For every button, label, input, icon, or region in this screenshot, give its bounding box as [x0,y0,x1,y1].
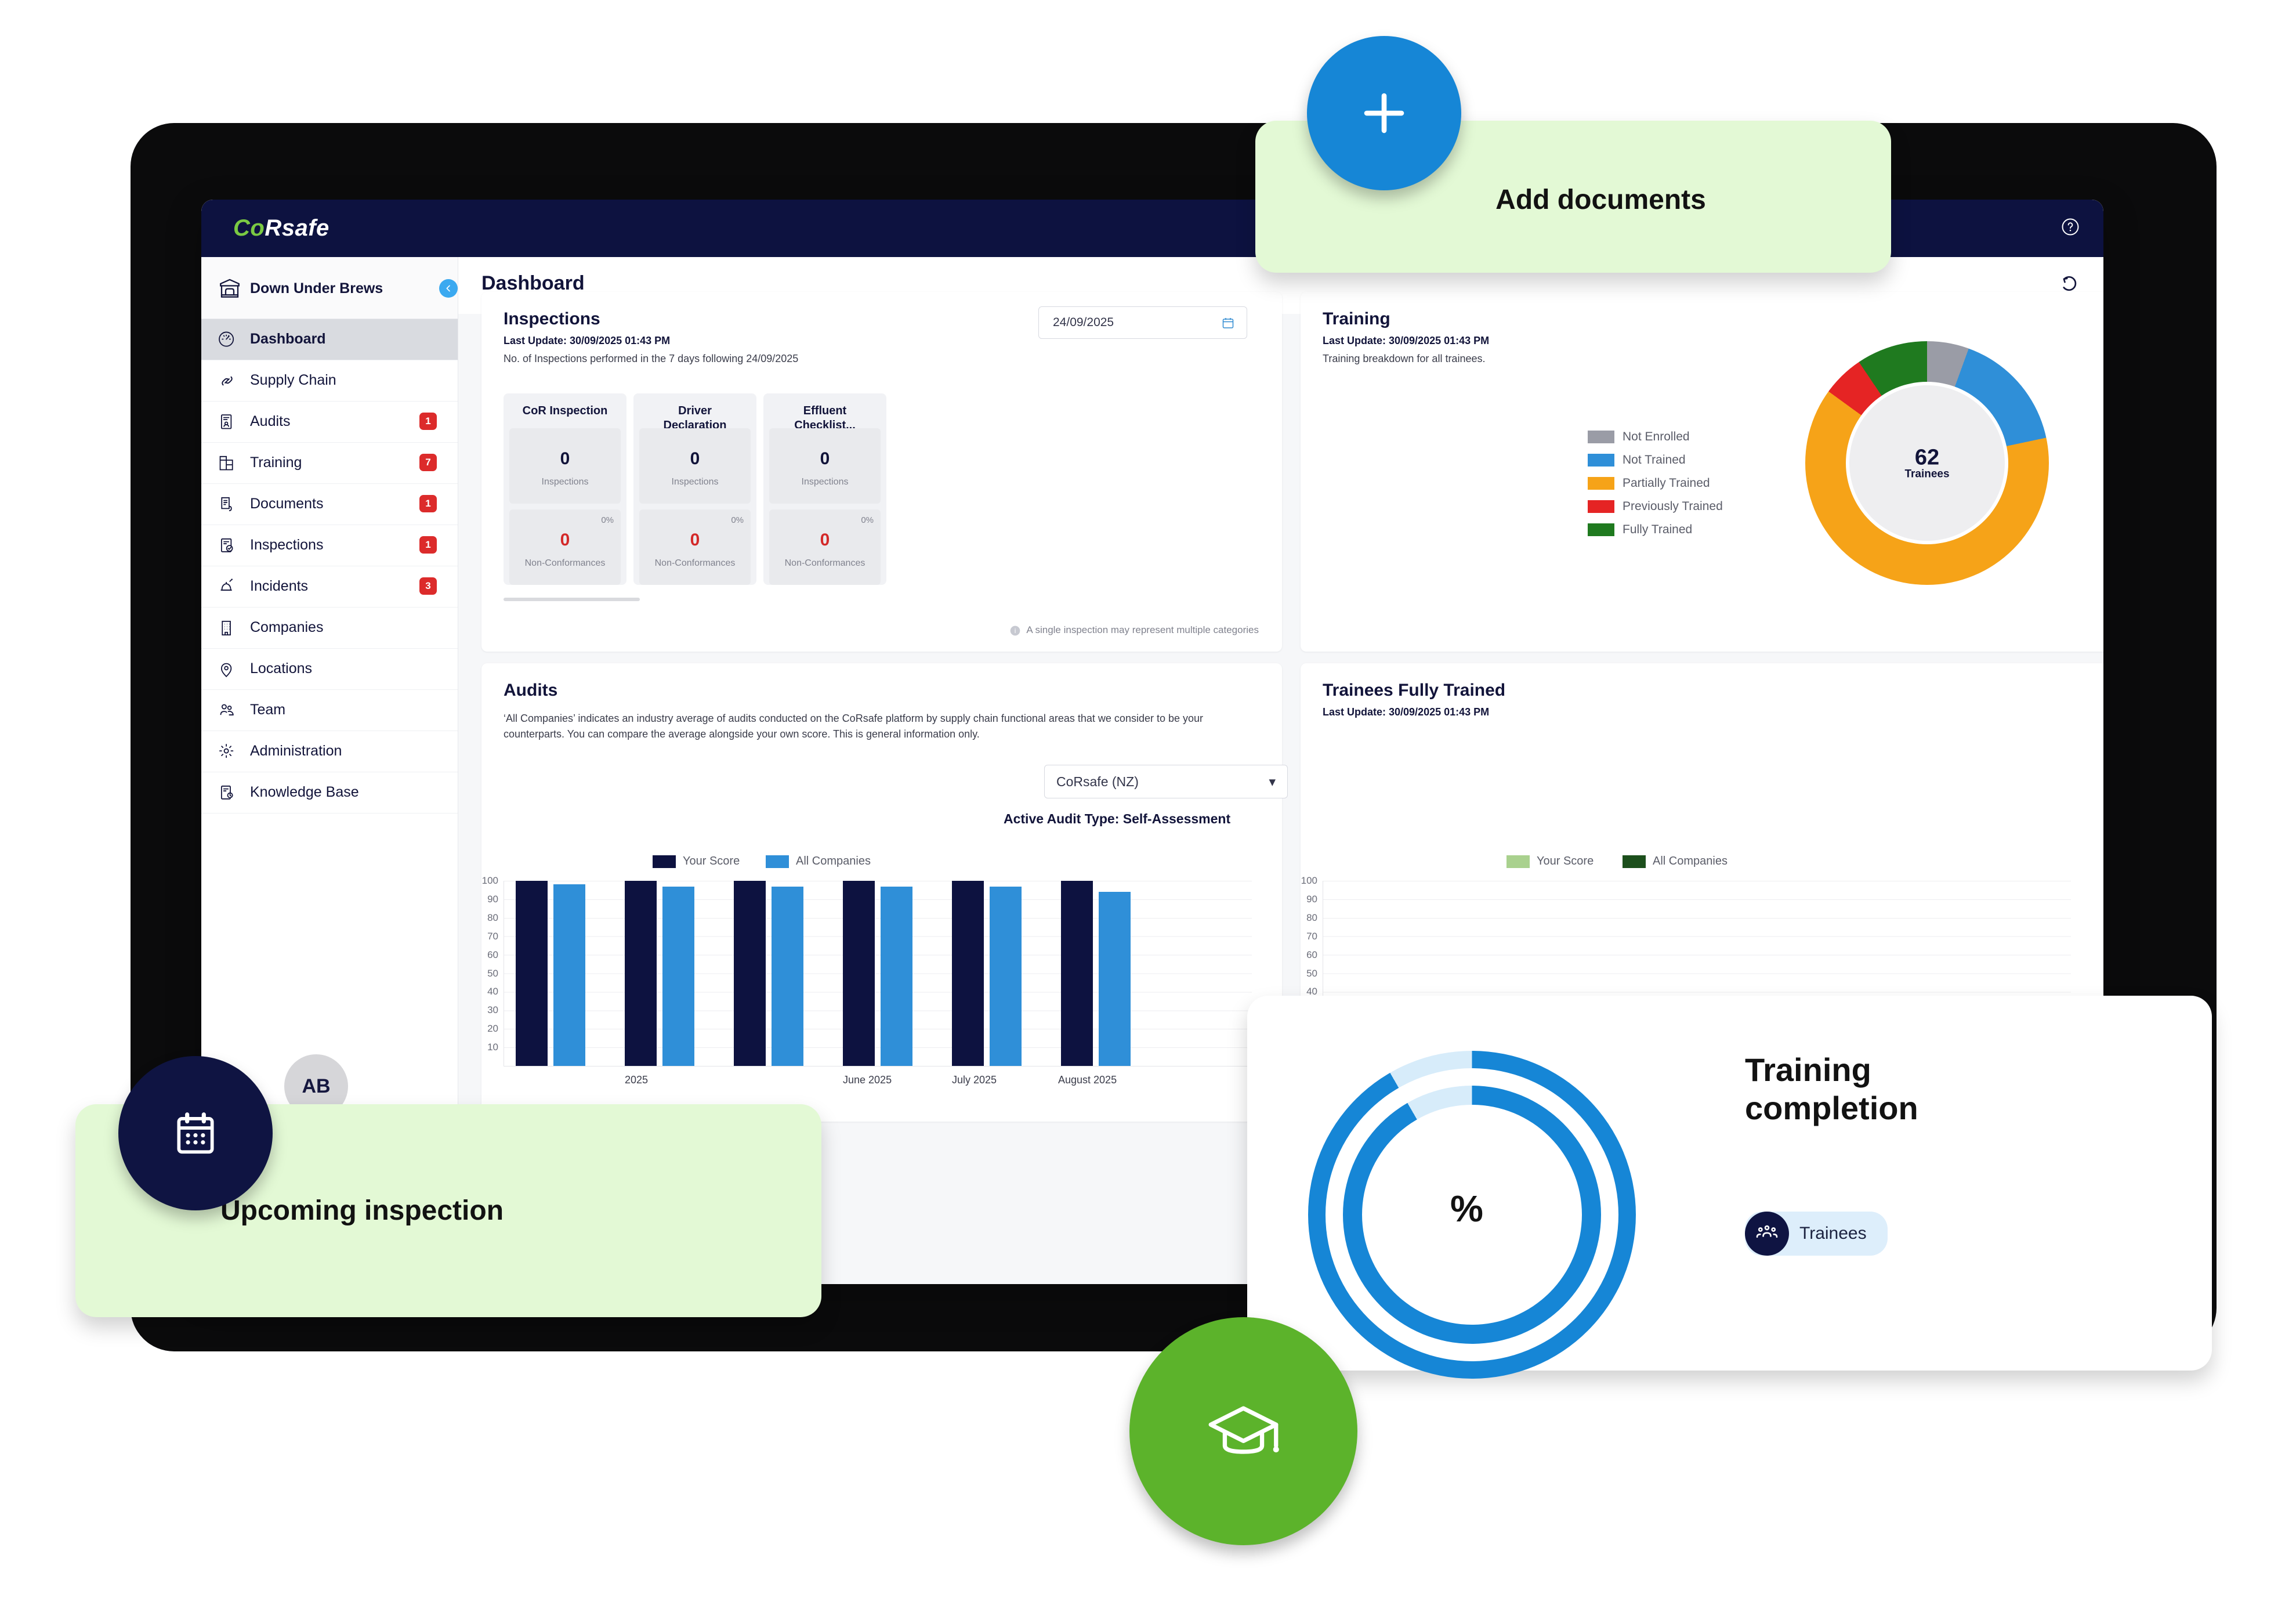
svg-text:i: i [1014,627,1016,635]
